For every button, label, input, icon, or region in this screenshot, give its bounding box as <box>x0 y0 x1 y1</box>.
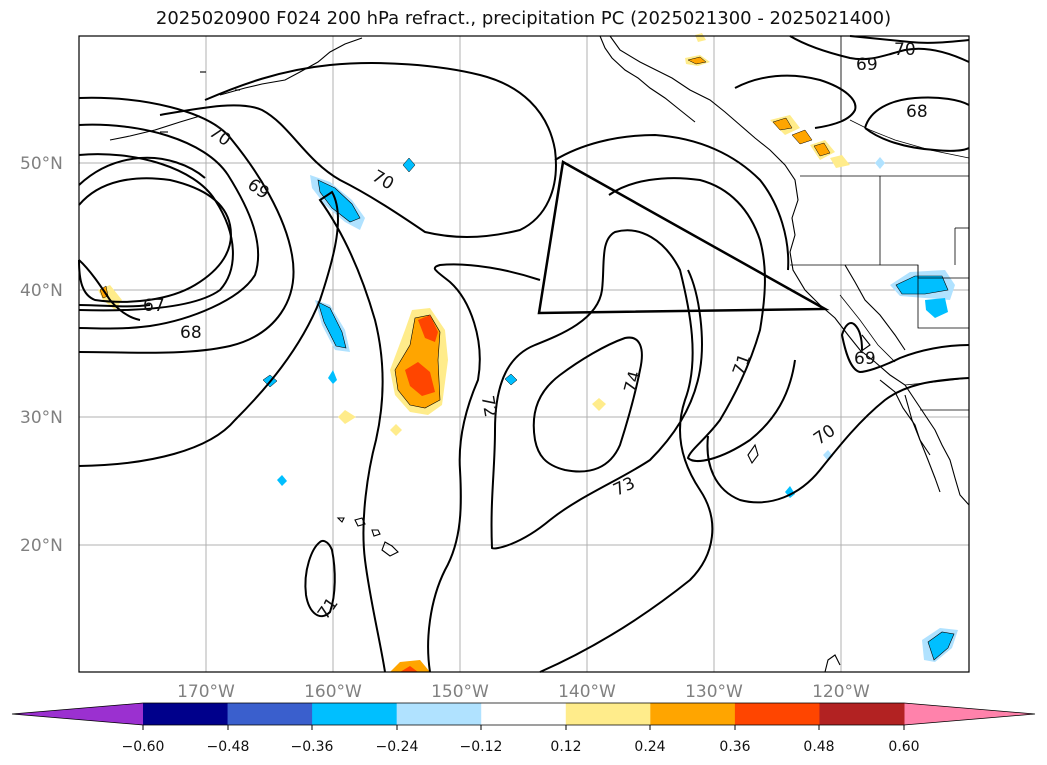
contour-label: 72 <box>477 394 500 419</box>
region-outline <box>537 160 830 315</box>
lat-label: 30°N <box>20 408 63 428</box>
colorbar-label: 0.24 <box>634 739 665 755</box>
lon-label: 150°W <box>431 682 489 702</box>
colorbar-label: −0.12 <box>460 739 503 755</box>
colorbar-segment <box>396 703 482 725</box>
lon-label: 120°W <box>812 682 870 702</box>
map-border <box>78 35 970 673</box>
lon-label: 130°W <box>685 682 743 702</box>
colorbar-segment <box>734 703 820 725</box>
colorbar-label: 0.12 <box>550 739 581 755</box>
lon-label: 170°W <box>177 682 235 702</box>
colorbar-segment <box>312 703 398 725</box>
lat-label: 40°N <box>20 281 63 301</box>
coastlines <box>109 35 970 673</box>
contour-label: 69 <box>856 55 878 75</box>
contour-label: 68 <box>180 323 202 343</box>
colorbar-segment <box>481 703 567 725</box>
refractivity-contours <box>78 35 970 673</box>
colorbar-left-arrow <box>12 703 143 725</box>
borders <box>790 36 970 411</box>
colorbar-label: −0.36 <box>291 739 334 755</box>
lat-label: 20°N <box>20 536 63 556</box>
colorbar-label: −0.24 <box>376 739 419 755</box>
gridlines <box>79 36 969 672</box>
colorbar-segment <box>227 703 313 725</box>
colorbar-label: 0.60 <box>888 739 919 755</box>
map-title: 2025020900 F024 200 hPa refract., precip… <box>155 8 892 29</box>
colorbar-right-arrow <box>904 703 1035 725</box>
colorbar-label: 0.48 <box>803 739 834 755</box>
contour-label: 67 <box>143 296 165 316</box>
precip-positive-shading <box>98 33 850 672</box>
colorbar-ticks <box>142 725 905 730</box>
latitude-labels: 50°N 40°N 30°N 20°N <box>20 154 63 556</box>
colorbar-label: 0.36 <box>719 739 750 755</box>
colorbar-label: −0.60 <box>122 739 165 755</box>
contour-label: 69 <box>854 349 876 369</box>
lon-label: 160°W <box>304 682 362 702</box>
precip-negative-shading <box>262 157 958 662</box>
longitude-labels: 170°W 160°W 150°W 140°W 130°W 120°W <box>177 682 870 702</box>
colorbar-labels: −0.60 −0.48 −0.36 −0.24 −0.12 0.12 0.24 … <box>122 739 920 755</box>
lat-label: 50°N <box>20 154 63 174</box>
colorbar-segment <box>143 703 229 725</box>
lon-label: 140°W <box>558 682 616 702</box>
contour-label: 70 <box>894 40 916 60</box>
colorbar-segments <box>143 703 905 725</box>
colorbar: −0.60 −0.48 −0.36 −0.24 −0.12 0.12 0.24 … <box>11 702 1036 755</box>
colorbar-label: −0.48 <box>207 739 250 755</box>
colorbar-segment <box>819 703 905 725</box>
colorbar-segment <box>650 703 736 725</box>
colorbar-segment <box>565 703 651 725</box>
contour-label: 68 <box>906 102 928 122</box>
